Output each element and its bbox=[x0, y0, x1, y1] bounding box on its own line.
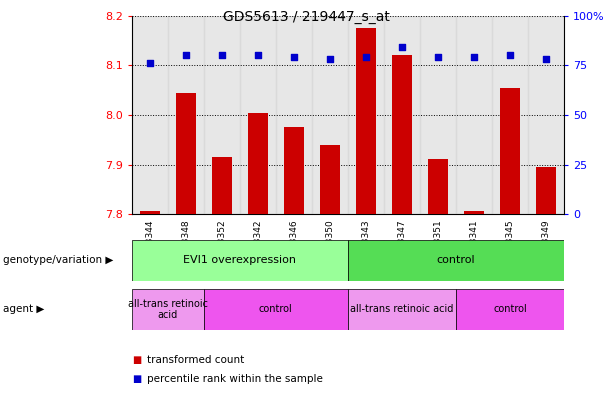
Bar bbox=[528, 16, 564, 214]
Point bbox=[325, 56, 335, 62]
Bar bbox=[384, 16, 420, 214]
Bar bbox=[132, 289, 204, 330]
Bar bbox=[204, 289, 348, 330]
Bar bbox=[204, 16, 240, 214]
Bar bbox=[312, 16, 348, 214]
Bar bbox=[312, 240, 348, 281]
Bar bbox=[204, 289, 240, 330]
Point bbox=[145, 60, 154, 66]
Text: genotype/variation ▶: genotype/variation ▶ bbox=[3, 255, 113, 265]
Bar bbox=[528, 289, 564, 330]
Text: percentile rank within the sample: percentile rank within the sample bbox=[147, 374, 323, 384]
Bar bbox=[464, 211, 484, 214]
Bar bbox=[492, 289, 528, 330]
Bar bbox=[132, 240, 348, 281]
Text: ■: ■ bbox=[132, 374, 141, 384]
Point bbox=[397, 44, 407, 51]
Bar bbox=[276, 16, 312, 214]
Text: control: control bbox=[493, 305, 527, 314]
Bar bbox=[132, 289, 168, 330]
Bar bbox=[132, 16, 168, 214]
Bar bbox=[240, 240, 276, 281]
Bar bbox=[420, 289, 456, 330]
Text: control: control bbox=[259, 305, 293, 314]
Bar bbox=[420, 16, 456, 214]
Bar bbox=[428, 159, 448, 214]
Text: control: control bbox=[436, 255, 475, 265]
Text: all-trans retinoic acid: all-trans retinoic acid bbox=[350, 305, 454, 314]
Bar bbox=[284, 127, 304, 214]
Bar bbox=[276, 240, 312, 281]
Text: all-trans retinoic
acid: all-trans retinoic acid bbox=[128, 299, 208, 320]
Point bbox=[289, 54, 299, 61]
Bar bbox=[356, 28, 376, 214]
Bar bbox=[204, 240, 240, 281]
Bar bbox=[456, 240, 492, 281]
Bar bbox=[384, 240, 420, 281]
Bar bbox=[384, 289, 420, 330]
Point bbox=[433, 54, 443, 61]
Bar bbox=[240, 289, 276, 330]
Text: transformed count: transformed count bbox=[147, 354, 245, 365]
Bar bbox=[248, 114, 268, 214]
Point bbox=[217, 52, 227, 59]
Bar bbox=[536, 167, 556, 214]
Bar bbox=[492, 240, 528, 281]
Bar bbox=[456, 16, 492, 214]
Bar bbox=[348, 240, 384, 281]
Bar bbox=[348, 289, 384, 330]
Point bbox=[181, 52, 191, 59]
Bar bbox=[312, 289, 348, 330]
Point bbox=[361, 54, 371, 61]
Bar bbox=[140, 211, 160, 214]
Bar bbox=[500, 88, 520, 214]
Bar bbox=[240, 16, 276, 214]
Bar bbox=[168, 240, 204, 281]
Text: agent ▶: agent ▶ bbox=[3, 305, 44, 314]
Bar bbox=[168, 16, 204, 214]
Bar bbox=[456, 289, 564, 330]
Bar bbox=[392, 55, 412, 214]
Text: GDS5613 / 219447_s_at: GDS5613 / 219447_s_at bbox=[223, 10, 390, 24]
Bar bbox=[492, 16, 528, 214]
Bar bbox=[348, 16, 384, 214]
Bar bbox=[320, 145, 340, 214]
Bar bbox=[528, 240, 564, 281]
Bar bbox=[212, 157, 232, 214]
Bar bbox=[348, 240, 564, 281]
Bar bbox=[176, 93, 196, 214]
Bar bbox=[348, 289, 456, 330]
Point bbox=[469, 54, 479, 61]
Text: EVI1 overexpression: EVI1 overexpression bbox=[183, 255, 296, 265]
Bar bbox=[168, 289, 204, 330]
Bar bbox=[276, 289, 312, 330]
Bar bbox=[132, 240, 168, 281]
Bar bbox=[456, 289, 492, 330]
Bar bbox=[420, 240, 456, 281]
Point bbox=[505, 52, 515, 59]
Text: ■: ■ bbox=[132, 354, 141, 365]
Point bbox=[541, 56, 551, 62]
Point bbox=[253, 52, 263, 59]
